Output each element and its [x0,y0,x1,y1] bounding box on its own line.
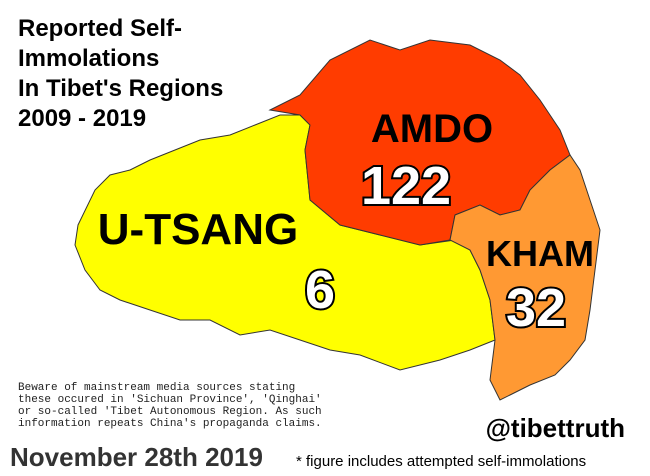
region-count: 32 [506,278,566,338]
title: Reported Self- Immolations In Tibet's Re… [18,15,223,132]
title-line: Immolations [18,45,159,72]
regions-shapes [74,39,601,401]
region-name: AMDO [371,107,493,151]
date: November 28th 2019 [10,442,263,472]
disclaimer-line: or so-called 'Tibet Autonomous Region. A… [18,406,322,418]
kham-shape [449,154,601,401]
region-count: 122 [361,156,451,216]
footnote: * figure includes attempted self-immolat… [296,453,586,470]
disclaimer: Beware of mainstream media sources stati… [18,382,322,430]
region-name: U-TSANG [98,205,298,254]
disclaimer-line: information repeats China's propaganda c… [18,418,322,430]
title-line: Reported Self- [18,15,182,42]
title-line: In Tibet's Regions [18,75,223,102]
region-name: KHAM [486,233,594,274]
title-line: 2009 - 2019 [18,105,146,132]
disclaimer-line: these occured in 'Sichuan Province', 'Qi… [18,394,322,406]
region-count: 6 [305,260,335,320]
disclaimer-line: Beware of mainstream media sources stati… [18,382,295,394]
handle: @tibettruth [486,413,625,443]
